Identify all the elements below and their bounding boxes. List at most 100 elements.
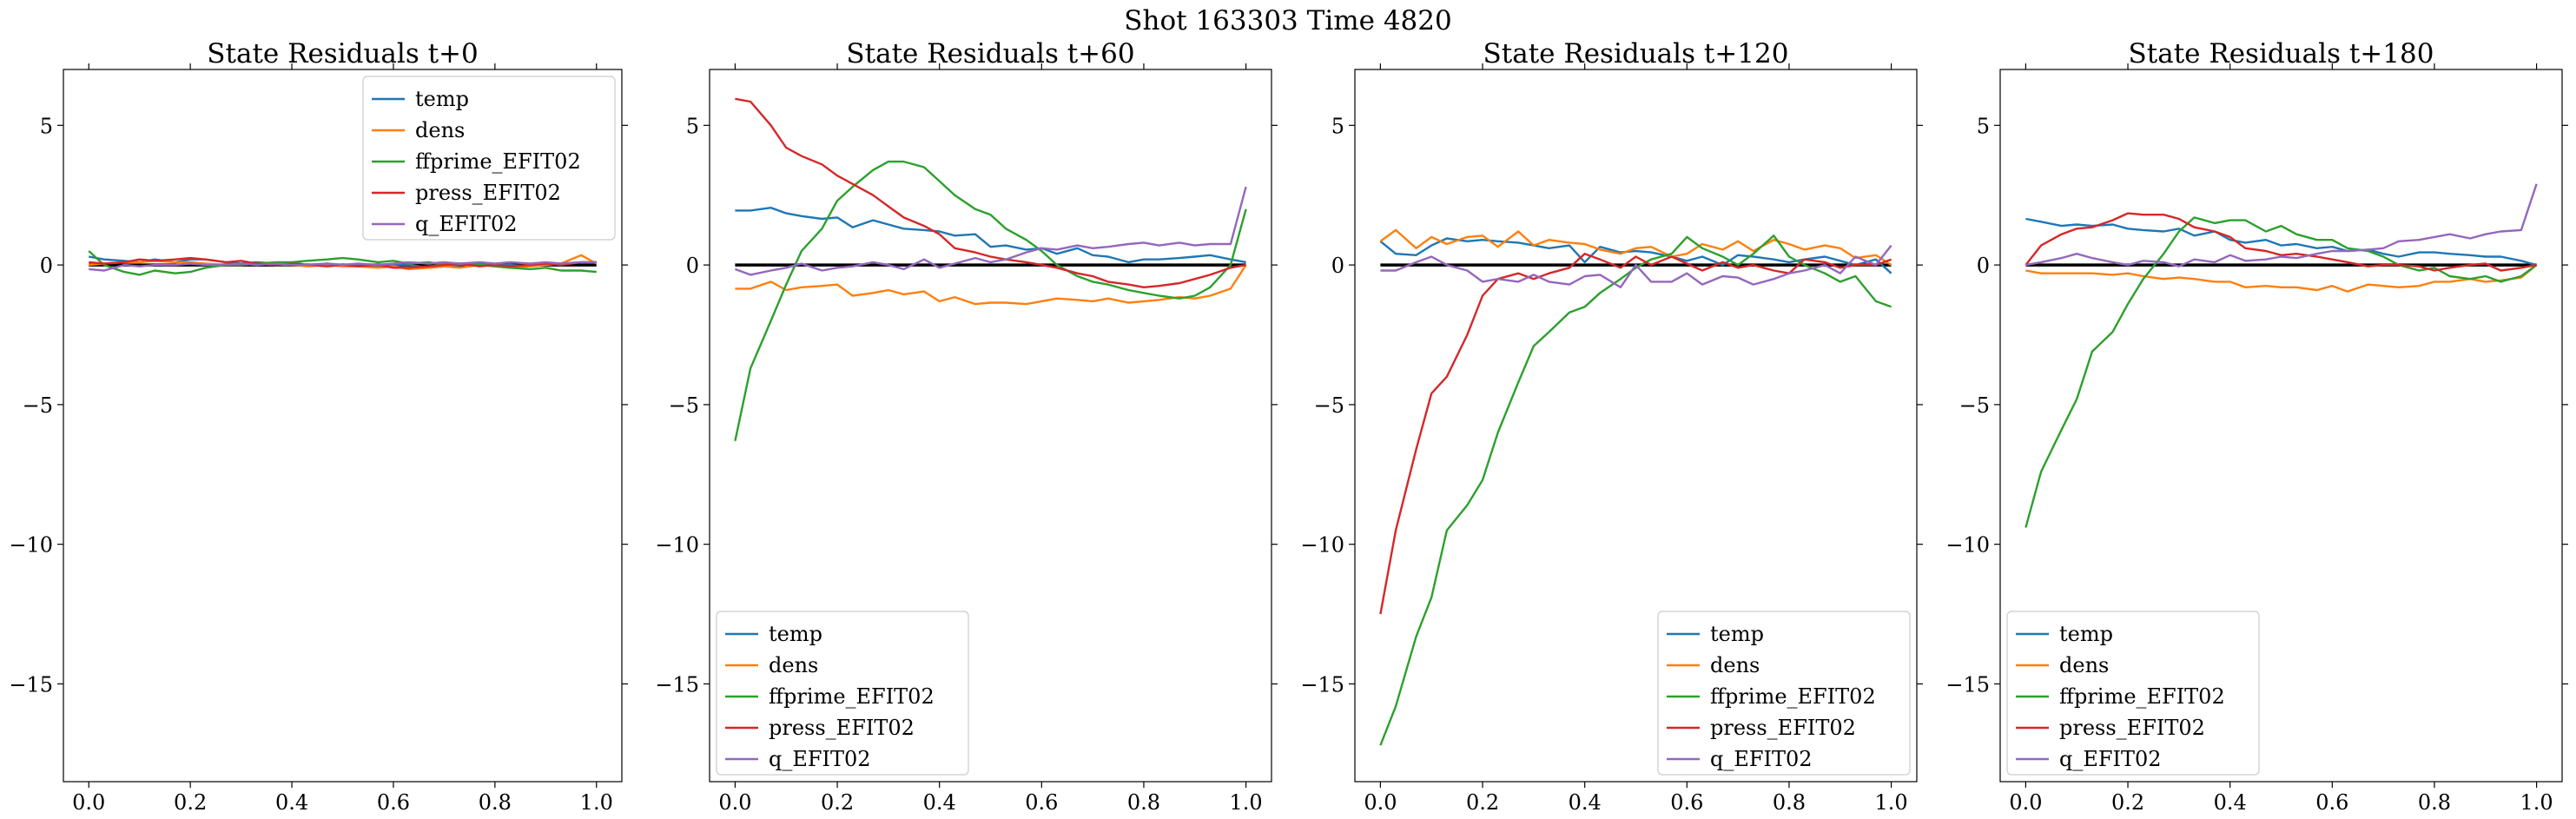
x-tick-label: 0.8 — [1773, 790, 1806, 815]
series-line-dens — [1379, 228, 1892, 267]
legend-entry: dens — [1710, 653, 1760, 677]
series-line-q_EFIT02 — [2025, 183, 2538, 267]
series-line-press_EFIT02 — [1379, 253, 1892, 615]
y-tick-label: 0 — [1977, 254, 1990, 278]
legend-entry: press_EFIT02 — [2059, 716, 2205, 740]
axes-frame — [1999, 69, 2563, 783]
y-tick-label: −15 — [9, 672, 53, 697]
x-tick-label: 0.8 — [1127, 790, 1160, 815]
series-line-q_EFIT02 — [89, 261, 597, 272]
x-tick-label: 0.8 — [2418, 790, 2451, 815]
subplot-title: State Residuals t+60 — [846, 38, 1134, 69]
y-tick-label: 5 — [40, 114, 53, 138]
y-tick-label: −10 — [9, 533, 53, 558]
legend-entry: q_EFIT02 — [2059, 747, 2162, 771]
y-tick-label: −5 — [23, 393, 53, 418]
series-line-temp — [735, 206, 1246, 264]
series-line-dens — [2025, 264, 2538, 293]
subplot-grid: State Residuals t+0 0.0 0.2 0.4 0.6 0.8 1.0 −15… — [9, 38, 2568, 815]
legend-box — [362, 76, 616, 241]
legend: temp dens ffprime_EFIT02 press_EFIT02 q_EFIT… — [362, 76, 616, 241]
legend-entry: temp — [769, 622, 822, 646]
series-line-press_EFIT02 — [2024, 212, 2537, 272]
x-tick-label: 0.2 — [174, 790, 207, 815]
x-tick-label: 1.0 — [1875, 790, 1908, 815]
series-line-dens — [735, 264, 1247, 306]
legend-entry: ffprime_EFIT02 — [769, 684, 935, 709]
legend-box — [2006, 611, 2260, 776]
legend-entry: ffprime_EFIT02 — [1710, 684, 1876, 709]
legend-entry: q_EFIT02 — [1710, 747, 1813, 771]
x-tick-label: 1.0 — [2520, 790, 2553, 815]
x-tick-label: 0.0 — [1364, 790, 1397, 815]
y-tick-label: −5 — [1314, 393, 1344, 418]
series-line-temp — [2025, 217, 2537, 267]
x-tick-label: 0.4 — [2214, 790, 2247, 815]
legend-entry: ffprime_EFIT02 — [415, 149, 581, 174]
y-tick-label: 0 — [1331, 254, 1344, 278]
x-tick-label: 0.6 — [1670, 790, 1703, 815]
y-tick-label: −15 — [1300, 672, 1344, 697]
subplot-2: State Residuals t+120 0.0 0.2 0.4 0.6 0.8 1.0 −… — [1300, 38, 1923, 815]
x-tick-label: 0.6 — [1025, 790, 1058, 815]
subplot-3: State Residuals t+180 0.0 0.2 0.4 0.6 0.8 1.0 −… — [1945, 38, 2568, 815]
figure-suptitle: Shot 163303 Time 4820 — [1124, 5, 1451, 36]
series-group — [734, 97, 1247, 441]
series-line-press_EFIT02 — [735, 97, 1246, 288]
x-tick-label: 0.2 — [1466, 790, 1499, 815]
legend-entry: temp — [1710, 622, 1764, 646]
series-group — [2024, 183, 2538, 528]
x-tick-label: 0.6 — [2315, 790, 2348, 815]
x-tick-label: 1.0 — [1230, 790, 1263, 815]
legend: temp dens ffprime_EFIT02 press_EFIT02 q_EFIT… — [2006, 611, 2260, 776]
series-line-ffprime_EFIT02 — [2024, 216, 2538, 528]
y-tick-label: −15 — [1945, 672, 1990, 697]
legend-box — [1657, 611, 1911, 776]
x-tick-label: 0.0 — [2009, 790, 2042, 815]
legend-entry: temp — [415, 87, 469, 111]
y-tick-label: −10 — [1300, 533, 1344, 558]
y-tick-label: −10 — [655, 533, 699, 558]
series-line-ffprime_EFIT02 — [1379, 234, 1892, 746]
legend: temp dens ffprime_EFIT02 press_EFIT02 q_EFIT… — [716, 611, 969, 776]
x-tick-label: 0.4 — [1569, 790, 1602, 815]
legend-entry: dens — [769, 653, 818, 677]
y-tick-label: −10 — [1945, 533, 1990, 558]
legend-entry: press_EFIT02 — [415, 181, 561, 205]
subplot-title: State Residuals t+120 — [1483, 38, 1789, 69]
legend-entry: dens — [415, 118, 465, 142]
x-tick-label: 0.4 — [923, 790, 956, 815]
x-tick-label: 0.6 — [377, 790, 410, 815]
series-line-ffprime_EFIT02 — [88, 250, 597, 276]
subplot-1: State Residuals t+60 0.0 0.2 0.4 0.6 0.8 1.0 −1… — [655, 38, 1278, 815]
y-tick-label: 5 — [1977, 114, 1990, 138]
subplot-title: State Residuals t+0 — [207, 38, 478, 69]
y-tick-label: −5 — [1959, 393, 1990, 418]
series-line-q_EFIT02 — [734, 186, 1247, 276]
legend-entry: temp — [2059, 622, 2113, 646]
legend-box — [716, 611, 969, 776]
legend-entry: press_EFIT02 — [1710, 716, 1856, 740]
legend-entry: dens — [2059, 653, 2109, 677]
x-tick-label: 0.2 — [2111, 790, 2144, 815]
y-tick-label: 0 — [686, 254, 699, 278]
x-tick-label: 1.0 — [580, 790, 613, 815]
y-tick-label: 5 — [1331, 114, 1344, 138]
series-line-ffprime_EFIT02 — [734, 160, 1247, 441]
x-tick-label: 0.2 — [821, 790, 854, 815]
x-tick-label: 0.8 — [479, 790, 512, 815]
y-tick-label: 0 — [40, 254, 53, 278]
legend-entry: q_EFIT02 — [415, 212, 518, 236]
y-tick-label: −5 — [669, 393, 699, 418]
axes-frame — [709, 69, 1272, 783]
y-tick-label: −15 — [655, 672, 699, 697]
axes-frame — [1354, 69, 1918, 783]
y-tick-label: 5 — [686, 114, 699, 138]
subplot-0: State Residuals t+0 0.0 0.2 0.4 0.6 0.8 1.0 −15… — [9, 38, 628, 815]
x-tick-label: 0.0 — [718, 790, 751, 815]
series-line-q_EFIT02 — [1380, 244, 1892, 288]
legend-entry: ffprime_EFIT02 — [2059, 684, 2225, 709]
axes-frame — [63, 69, 623, 783]
x-tick-label: 0.0 — [72, 790, 105, 815]
legend: temp dens ffprime_EFIT02 press_EFIT02 q_EFIT… — [1657, 611, 1911, 776]
